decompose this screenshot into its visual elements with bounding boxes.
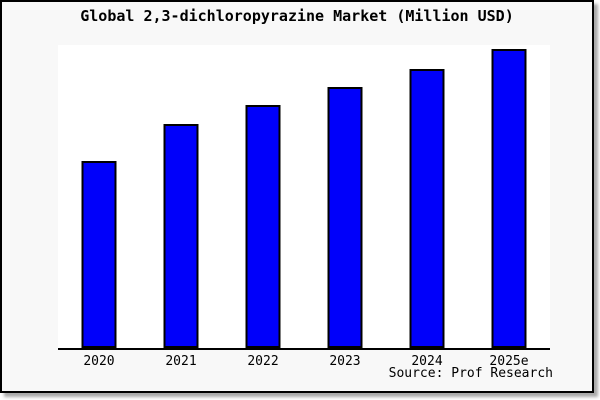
chart-title: Global 2,3-dichloropyrazine Market (Mill… (80, 7, 514, 25)
bar-2023 (327, 87, 363, 348)
bar-2020 (81, 161, 117, 348)
bar-2025e (491, 49, 527, 348)
x-axis-label-2025e: 2025e (489, 354, 529, 369)
x-axis-label-2022: 2022 (247, 354, 279, 369)
bar-2024 (409, 69, 445, 348)
bar-2021 (163, 124, 199, 348)
source-note: Source: Prof Research (388, 366, 553, 381)
x-axis-label-2023: 2023 (329, 354, 361, 369)
x-axis-label-2021: 2021 (165, 354, 197, 369)
x-axis-labels: 2020 2021 2022 2023 2024 2025e (58, 354, 550, 370)
bar-2022 (245, 105, 281, 348)
x-axis-label-2020: 2020 (83, 354, 115, 369)
chart-frame: Global 2,3-dichloropyrazine Market (Mill… (0, 0, 594, 393)
x-axis-label-2024: 2024 (411, 354, 443, 369)
plot-area (58, 45, 550, 350)
